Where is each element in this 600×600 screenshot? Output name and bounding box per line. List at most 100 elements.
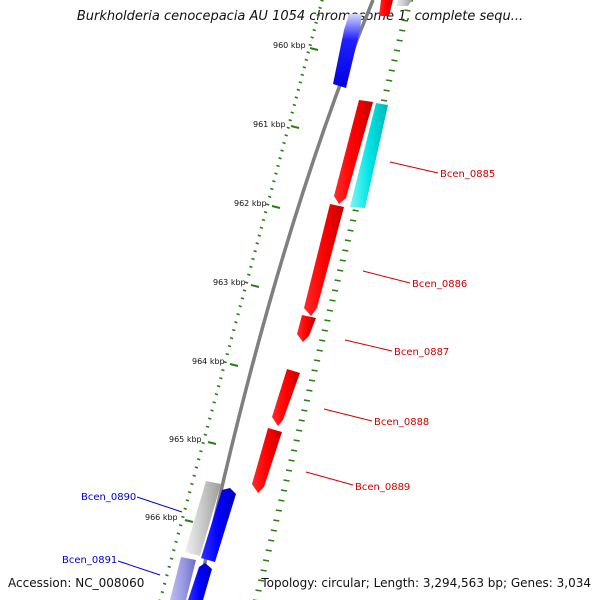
minor-tick — [344, 239, 352, 242]
minor-tick — [306, 389, 313, 392]
kbp-label-966: 966 kbp — [145, 513, 178, 522]
minor-tick — [280, 149, 284, 152]
minor-tick — [320, 0, 324, 2]
kbp-major-tick — [309, 47, 319, 51]
minor-tick — [302, 66, 307, 69]
gene-arrow-bcen-0890[interactable] — [185, 481, 221, 556]
minor-tick — [306, 51, 310, 54]
minor-tick — [282, 141, 286, 145]
kbp-tick-track — [158, 0, 324, 600]
minor-tick — [326, 309, 334, 312]
minor-tick — [292, 103, 297, 107]
gene-label-bcen-0888[interactable]: Bcen_0888 — [374, 417, 429, 428]
kbp-label-965: 965 kbp — [169, 435, 202, 444]
gene-arrow-bcen-0886[interactable] — [304, 204, 344, 316]
minor-tick — [337, 269, 344, 272]
minor-tick — [212, 401, 216, 404]
gene-labels: Bcen_0885 Bcen_0886 Bcen_0887 Bcen_0888 … — [62, 169, 495, 566]
gene-arrow-bcen-0885[interactable] — [334, 100, 373, 204]
minor-tick — [319, 339, 326, 342]
gene-arrow-bcen-0891[interactable] — [170, 557, 196, 600]
minor-tick — [268, 539, 275, 542]
kbp-label-964: 964 kbp — [192, 357, 225, 366]
minor-tick — [229, 336, 234, 340]
minor-tick — [318, 6, 322, 10]
minor-tick — [391, 59, 398, 62]
minor-tick — [165, 574, 169, 577]
minor-tick — [316, 14, 320, 17]
gene-arrow-bcen-0889[interactable] — [252, 428, 282, 493]
gene-arrow-gray[interactable] — [396, 0, 412, 6]
minor-tick — [286, 126, 290, 130]
kbp-major-tick — [271, 205, 281, 209]
minor-tick — [324, 319, 331, 322]
minor-tick — [314, 21, 318, 24]
minor-tick — [257, 579, 265, 582]
kbp-major-tick — [207, 441, 217, 445]
minor-tick — [334, 279, 341, 282]
minor-tick — [401, 19, 408, 22]
minor-tick — [290, 449, 298, 452]
minor-tick — [313, 359, 321, 362]
minor-tick — [352, 209, 359, 212]
minor-tick — [187, 490, 192, 494]
gene-label-bcen-0885[interactable]: Bcen_0885 — [440, 169, 495, 180]
kbp-major-tick — [229, 363, 239, 367]
minor-tick — [303, 399, 311, 402]
gene-arrow-cyan[interactable] — [350, 103, 388, 208]
minor-tick — [251, 257, 255, 261]
minor-tick — [342, 249, 349, 252]
minor-tick — [267, 195, 272, 199]
minor-tick — [259, 226, 264, 230]
minor-tick — [290, 111, 294, 114]
minor-tick — [253, 249, 257, 253]
gene-label-bcen-0886[interactable]: Bcen_0886 — [412, 279, 467, 290]
minor-tick — [263, 210, 268, 214]
minor-tick — [203, 433, 208, 437]
minor-tick — [288, 118, 292, 122]
minor-tick — [190, 482, 194, 486]
minor-tick — [310, 36, 314, 39]
outer-tick-track — [253, 0, 414, 600]
leader-line-bcen-0889 — [305, 471, 354, 486]
minor-tick — [404, 9, 411, 12]
topology-label: Topology: circular; Length: 3,294,563 bp… — [261, 576, 591, 590]
minor-tick — [294, 96, 299, 99]
gene-label-bcen-0889[interactable]: Bcen_0889 — [355, 482, 410, 493]
minor-tick — [316, 349, 323, 352]
minor-tick — [162, 582, 167, 585]
minor-tick — [262, 559, 270, 562]
minor-tick — [331, 289, 339, 292]
gene-arrow-reverse[interactable] — [333, 14, 362, 88]
gene-arrow-reverse[interactable] — [201, 488, 236, 562]
minor-tick — [210, 409, 214, 412]
minor-tick — [278, 157, 282, 160]
minor-tick — [238, 305, 242, 308]
minor-tick — [201, 441, 205, 445]
minor-tick — [265, 549, 272, 552]
minor-tick — [216, 384, 221, 388]
gene-arrow-bcen-0888[interactable] — [272, 369, 300, 426]
minor-tick — [293, 439, 300, 442]
kbp-label-962: 962 kbp — [234, 199, 267, 208]
leader-line-bcen-0887 — [344, 339, 393, 352]
gene-arrow-forward[interactable] — [379, 0, 393, 16]
gene-label-bcen-0891[interactable]: Bcen_0891 — [62, 555, 117, 566]
minor-tick — [288, 459, 295, 462]
kbp-labels: 960 kbp 961 kbp 962 kbp 963 kbp 964 kbp … — [145, 41, 319, 523]
gene-label-bcen-0887[interactable]: Bcen_0887 — [394, 347, 449, 358]
minor-tick — [276, 164, 280, 168]
minor-tick — [242, 289, 247, 292]
minor-tick — [280, 489, 288, 492]
minor-tick — [349, 219, 357, 222]
minor-tick — [388, 69, 395, 72]
minor-tick — [298, 419, 305, 422]
gene-arrow-bcen-0887[interactable] — [297, 315, 316, 342]
minor-tick — [261, 218, 266, 222]
kbp-major-tick — [250, 284, 260, 288]
minor-tick — [275, 509, 282, 512]
minor-tick — [273, 519, 280, 522]
gene-arrow-reverse[interactable] — [188, 563, 212, 600]
gene-label-bcen-0890[interactable]: Bcen_0890 — [81, 492, 136, 503]
